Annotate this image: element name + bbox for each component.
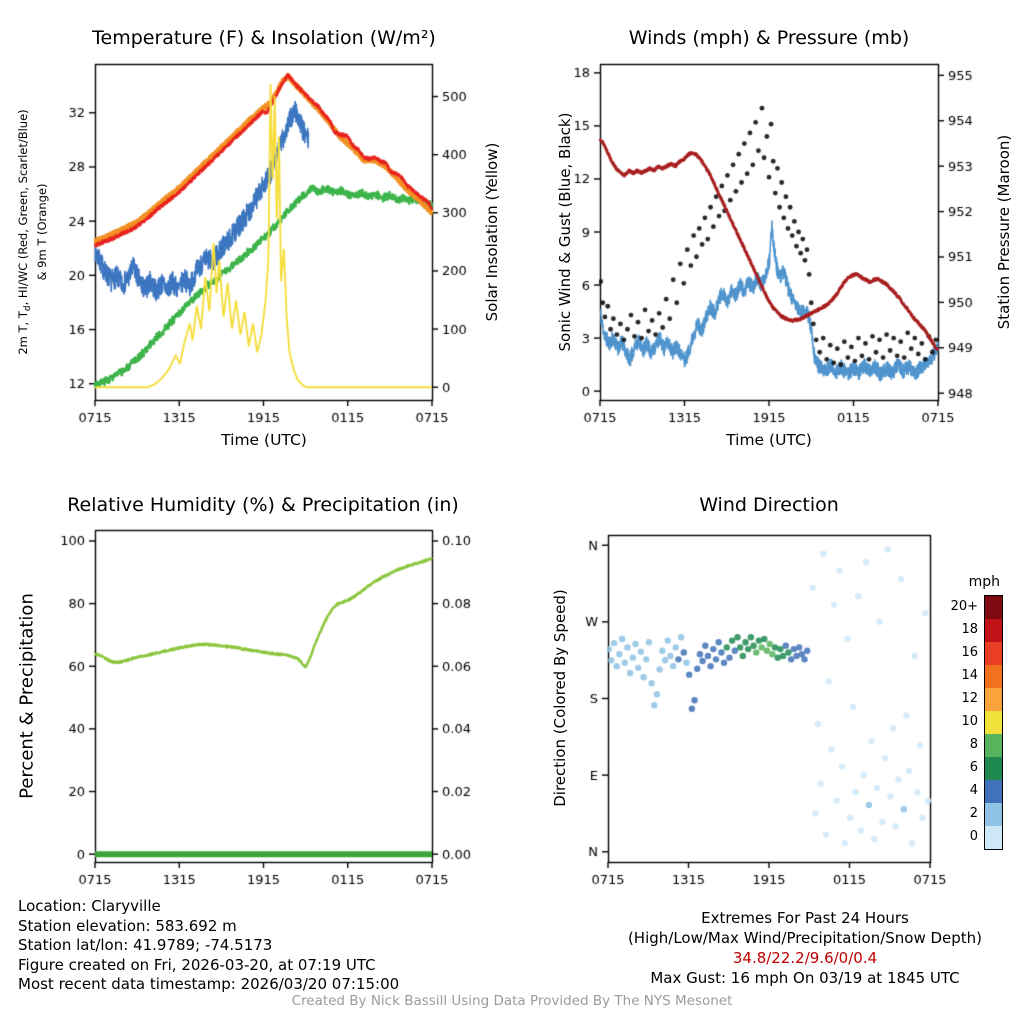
colorbar-label: 0 (969, 829, 978, 844)
colorbar-label: 16 (961, 645, 978, 660)
station-latlon: Station lat/lon: 41.9789; -74.5173 (18, 936, 273, 955)
colorbar-swatch (985, 619, 1002, 642)
colorbar-label: 4 (969, 783, 978, 798)
direction-ylabel-left: Direction (Colored By Speed) (551, 589, 569, 807)
extremes-block: Extremes For Past 24 Hours (High/Low/Max… (600, 908, 1010, 988)
colorbar-swatch (985, 734, 1002, 757)
wind-ylabel-left: Sonic Wind & Gust (Blue, Black) (556, 112, 574, 352)
pressure-ylabel-right: Station Pressure (Maroon) (995, 134, 1013, 330)
ylabel-temp-line2: & 9m T (Orange) (34, 183, 49, 281)
colorbar-swatch (985, 665, 1002, 688)
colorbar-label: 2 (969, 806, 978, 821)
colorbar-swatch (985, 803, 1002, 826)
temp-insolation-title: Temperature (F) & Insolation (W/m²) (92, 27, 436, 49)
station-location: Location: Claryville (18, 897, 161, 915)
colorbar-label: 8 (969, 737, 978, 752)
colorbar-swatch (985, 688, 1002, 711)
speed-colorbar: mph 20+ 18 16 14 12 10 8 6 4 2 0 (944, 574, 1003, 850)
station-elevation: Station elevation: 583.692 m (18, 916, 237, 935)
extremes-title: Extremes For Past 24 Hours (701, 909, 909, 927)
figure-created: Figure created on Fri, 2026-03-20, at 07… (18, 955, 376, 974)
colorbar-swatch (985, 826, 1002, 849)
ylabel-temp-pre: 2m T, T (15, 311, 30, 355)
colorbar-swatch (985, 596, 1002, 619)
colorbar-labels: 20+ 18 16 14 12 10 8 6 4 2 0 (944, 595, 984, 850)
extremes-values: 34.8/22.2/9.6/0/0.4 (732, 949, 878, 967)
credit-line: Created By Nick Bassill Using Data Provi… (291, 993, 733, 1009)
wind-direction-title: Wind Direction (699, 494, 839, 516)
colorbar-label: 10 (961, 714, 978, 729)
insolation-ylabel-right: Solar Insolation (Yellow) (483, 142, 501, 322)
humidity-precip-title: Relative Humidity (%) & Precipitation (i… (67, 494, 459, 516)
max-gust: Max Gust: 16 mph On 03/19 at 1845 UTC (650, 969, 960, 987)
colorbar-label: 12 (961, 691, 978, 706)
wind-chart-xlabel: Time (UTC) (726, 431, 812, 449)
colorbar-swatch (985, 780, 1002, 803)
colorbar-label: 20+ (950, 599, 978, 614)
colorbar-bar (984, 595, 1003, 850)
ylabel-temp-sub: d (23, 305, 34, 312)
colorbar-label: 18 (961, 622, 978, 637)
data-timestamp: Most recent data timestamp: 2026/03/20 0… (18, 975, 400, 994)
colorbar-title: mph (968, 574, 1000, 590)
temp-chart-ylabel-left: 2m T, Td, HI/WC (Red, Green, Scarlet/Blu… (15, 109, 49, 355)
colorbar-swatch (985, 757, 1002, 780)
station-info: Location: Claryville Station elevation: … (18, 897, 399, 995)
winds-pressure-title: Winds (mph) & Pressure (mb) (628, 27, 910, 49)
colorbar-swatch (985, 642, 1002, 665)
ylabel-temp-post: , HI/WC (Red, Green, Scarlet/Blue) (15, 109, 30, 306)
colorbar-label: 6 (969, 760, 978, 775)
humidity-ylabel-left: Percent & Precipitation (16, 593, 38, 799)
colorbar-swatch (985, 711, 1002, 734)
colorbar-label: 14 (961, 668, 978, 683)
extremes-subtitle: (High/Low/Max Wind/Precipitation/Snow De… (627, 929, 983, 947)
temp-chart-xlabel: Time (UTC) (221, 431, 307, 449)
